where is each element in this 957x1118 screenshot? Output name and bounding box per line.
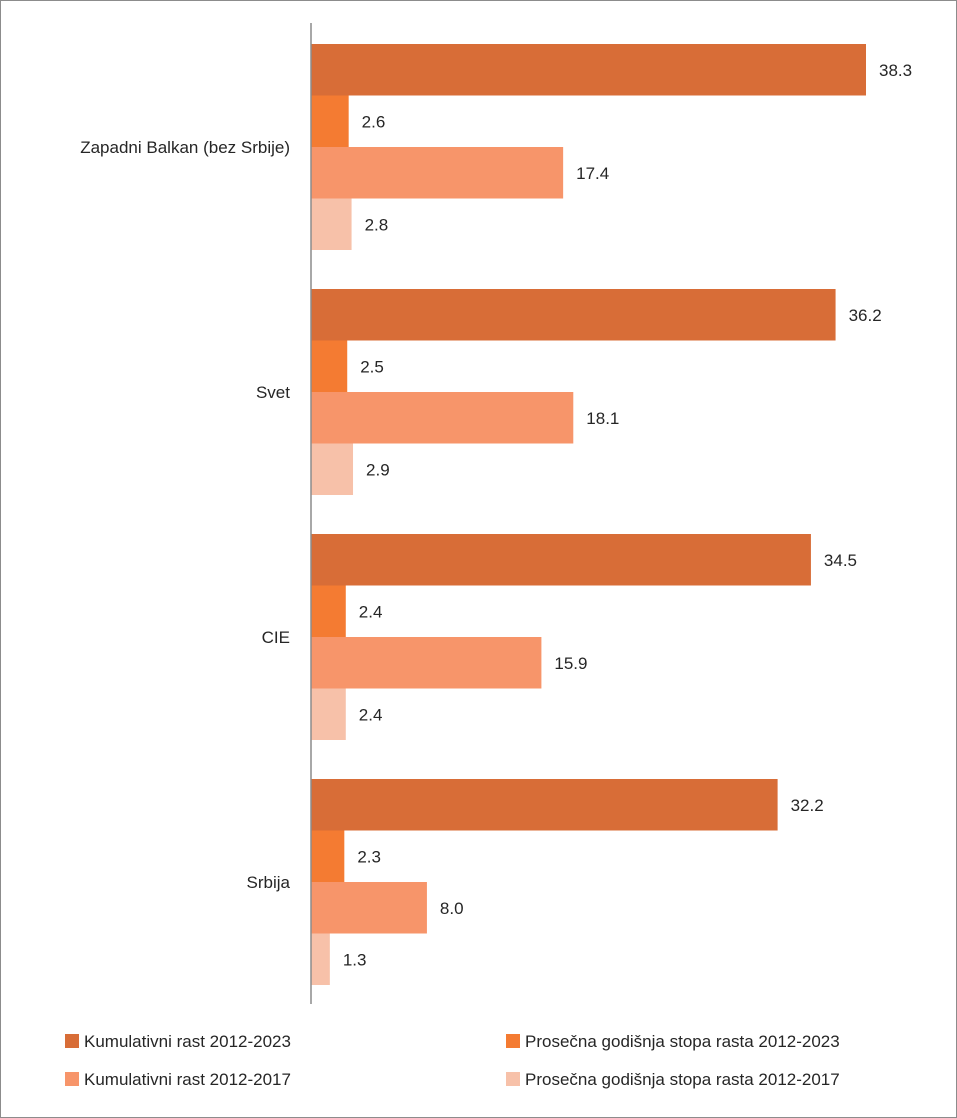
data-label: 34.5 xyxy=(824,551,857,570)
data-label: 2.4 xyxy=(359,705,383,724)
legend-swatch xyxy=(506,1034,520,1048)
data-label: 2.4 xyxy=(359,602,383,621)
bar xyxy=(311,688,346,740)
legend-label: Prosečna godišnja stopa rasta 2012-2023 xyxy=(525,1032,840,1051)
bar xyxy=(311,443,354,495)
legend-label: Prosečna godišnja stopa rasta 2012-2017 xyxy=(525,1070,840,1089)
legend-label: Kumulativni rast 2012-2017 xyxy=(84,1070,291,1089)
legend-label: Kumulativni rast 2012-2023 xyxy=(84,1032,291,1051)
bar xyxy=(311,392,574,444)
data-label: 18.1 xyxy=(586,409,619,428)
bar xyxy=(311,95,349,147)
bar xyxy=(311,882,427,934)
data-label: 2.9 xyxy=(366,460,390,479)
data-label: 32.2 xyxy=(791,796,824,815)
category-label: CIE xyxy=(262,628,290,647)
bar xyxy=(311,147,564,199)
bar xyxy=(311,44,866,96)
bar xyxy=(311,830,345,882)
category-label: Zapadni Balkan (bez Srbije) xyxy=(80,138,290,157)
data-label: 2.8 xyxy=(365,215,389,234)
legend-swatch xyxy=(506,1072,520,1086)
data-label: 38.3 xyxy=(879,61,912,80)
data-label: 2.6 xyxy=(362,112,386,131)
data-label: 1.3 xyxy=(343,950,367,969)
bar xyxy=(311,933,330,985)
bar xyxy=(311,289,836,341)
category-label: Srbija xyxy=(247,873,291,892)
category-label: Svet xyxy=(256,383,290,402)
legend-swatch xyxy=(65,1034,79,1048)
bar xyxy=(311,779,778,831)
data-label: 8.0 xyxy=(440,899,464,918)
bar xyxy=(311,534,811,586)
bar xyxy=(311,585,346,637)
legend-swatch xyxy=(65,1072,79,1086)
bar xyxy=(311,198,352,250)
data-label: 36.2 xyxy=(849,306,882,325)
data-label: 2.5 xyxy=(360,357,384,376)
data-label: 2.3 xyxy=(357,847,381,866)
data-label: 15.9 xyxy=(554,654,587,673)
data-label: 17.4 xyxy=(576,164,609,183)
bar xyxy=(311,637,542,689)
bar xyxy=(311,340,348,392)
